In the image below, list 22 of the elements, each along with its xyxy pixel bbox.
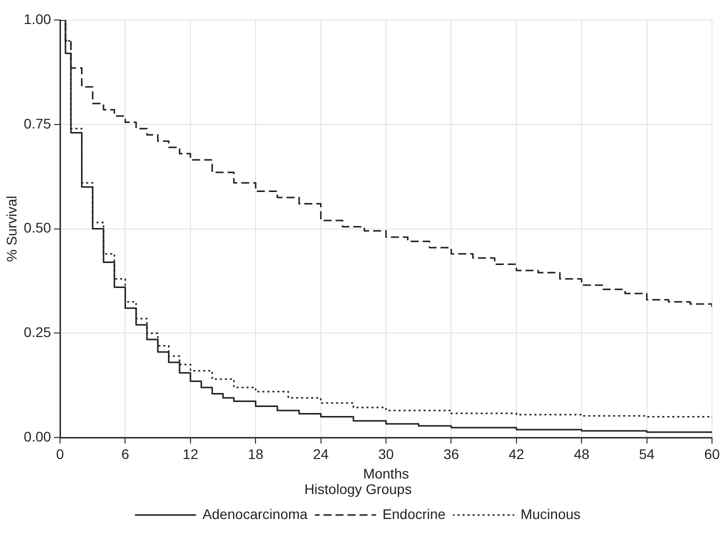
x-tick-label: 24 (313, 446, 329, 462)
x-tick-label: 30 (378, 446, 394, 462)
y-tick-label: 1.00 (24, 10, 52, 27)
x-tick-label: 54 (639, 446, 655, 462)
x-tick-label: 42 (508, 446, 524, 462)
x-tick-label: 48 (574, 446, 590, 462)
y-tick-label: 0.75 (24, 115, 52, 132)
y-tick-label: 0.50 (24, 220, 52, 236)
y-axis-title: % Survival (3, 196, 20, 262)
x-tick-label: 18 (248, 446, 264, 462)
legend-label: Adenocarcinoma (202, 506, 308, 522)
x-tick-label: 6 (121, 446, 130, 462)
x-tick-label: 60 (704, 446, 720, 462)
legend-title: Histology Groups (304, 481, 412, 498)
x-tick-label: 0 (56, 446, 64, 462)
x-tick-label: 12 (182, 446, 198, 462)
legend-label: Endocrine (382, 506, 446, 522)
y-tick-label: 0.25 (24, 324, 52, 340)
x-tick-label: 36 (443, 446, 460, 462)
x-axis-title: Months (363, 466, 409, 482)
legend-label: Mucinous (520, 506, 581, 522)
y-tick-label: 0.00 (24, 428, 52, 444)
